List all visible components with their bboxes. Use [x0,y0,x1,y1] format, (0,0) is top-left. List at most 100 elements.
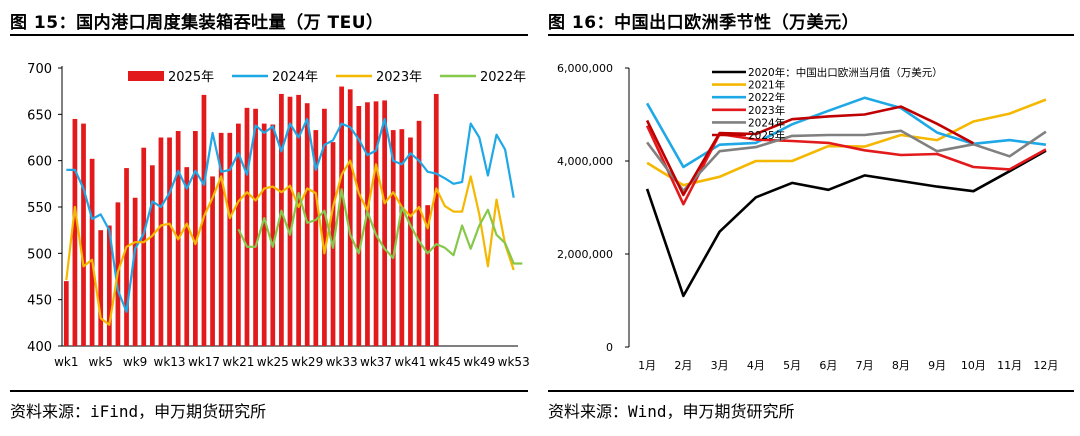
left-y-tick-label: 700 [27,62,52,77]
bar-2025-wk29 [304,103,310,346]
bar-2025-wk33 [339,86,344,347]
left-x-tick-label: wk29 [291,355,323,369]
bar-2025-wk30 [313,130,319,346]
bar-2025-wk37 [373,101,379,346]
left-y-tick-label: 650 [27,108,52,123]
left-y-tick-label: 500 [27,247,52,262]
left-x-tick-label: wk9 [123,355,147,369]
bar-2025-wk34 [347,89,353,347]
bar-2025-wk38 [382,100,388,346]
legend-label-2021年: 2021年 [748,79,785,92]
left-x-tick-label: wk5 [89,355,113,369]
left-x-tick-label: wk21 [222,355,254,369]
bar-2025-wk35 [356,105,362,346]
line-2024年 [66,117,515,313]
right-y-tick-label: 4,000,000 [557,155,613,168]
right-x-tick-label: 7月 [856,359,874,372]
right-x-tick-label: 5月 [783,359,801,372]
line-2022年 [237,188,523,265]
left-y-tick-label: 400 [27,340,52,355]
right-y-tick-label: 6,000,000 [557,62,613,75]
line-2025年 [645,105,975,197]
legend-label-2025年: 2025年 [748,129,785,142]
right-source-note: 资料来源：Wind，申万期货研究所 [548,402,795,421]
left-x-tick-label: wk53 [498,355,530,369]
left-x-tick-label: wk41 [394,355,426,369]
right-x-tick-label: 10月 [961,359,986,372]
legend-label-2022年: 2022年 [748,91,785,104]
right-source-rule [548,390,1074,392]
left-x-tick-label: wk13 [154,355,186,369]
bar-2025-wk2 [72,118,78,346]
bar-2025-wk6 [106,225,112,346]
bar-2025-wk28 [296,94,301,346]
right-x-tick-label: 12月 [1033,359,1058,372]
bar-2025-wk40 [399,129,405,346]
bar-2025-wk9 [132,197,138,346]
bar-2025-wk36 [365,102,370,346]
legend-swatch-2025 [128,71,164,81]
right-title-rule [548,34,1074,36]
bar-2025-wk27 [287,96,293,346]
right-x-tick-label: 9月 [928,359,946,372]
line-2024年 [646,129,1047,193]
bar-2025-wk16 [192,131,198,346]
right-x-tick-label: 6月 [819,359,837,372]
left-x-tick-label: wk37 [360,355,392,369]
bar-2025-wk17 [201,94,207,346]
left-x-tick-label: wk25 [257,355,289,369]
bar-2025-wk3 [81,123,86,346]
bar-2025-wk44 [433,93,439,347]
export-europe-chart: 0 2,000,000 4,000,000 6,000,000 1月 2月 3月 4月 5月 6月… [557,62,1058,372]
right-chart-title: 图 16：中国出口欧洲季节性（万美元） [548,13,860,33]
bar-2025-wk22 [244,107,250,346]
legend-label-2023年: 2023年 [376,70,422,85]
bar-2025-wk31 [322,108,327,346]
bar-2025-wk23 [253,108,258,346]
left-y-tick-label: 600 [27,155,52,170]
left-x-tick-label: wk33 [326,355,358,369]
right-y-tick-label: 0 [606,341,613,354]
right-x-tick-label: 11月 [997,359,1022,372]
left-chart-title: 图 15：国内港口周度集装箱吞吐量（万 TEU） [10,13,384,33]
right-x-tick-label: 1月 [638,359,656,372]
line-2020年 [645,149,1047,298]
legend-label-2023年: 2023年 [748,104,785,117]
bar-2025-wk10 [141,147,147,346]
bar-2025-wk43 [425,205,431,346]
right-x-tick-label: 4月 [747,359,765,372]
left-source-note: 资料来源：iFind，申万期货研究所 [10,402,267,421]
left-title-rule [10,34,528,36]
left-x-tick-label: wk17 [188,355,220,369]
bar-2025-wk21 [236,123,241,346]
bar-2025-wk39 [390,130,396,346]
bar-2025-wk15 [184,167,190,346]
right-x-tick-label: 8月 [892,359,910,372]
bar-2025-wk26 [279,93,284,347]
bar-2025-wk41 [408,137,413,346]
legend-label-2024年: 2024年 [272,70,318,85]
bar-2025-wk42 [416,120,422,346]
bar-2025-wk19 [218,132,224,346]
bar-2025-wk4 [89,158,95,346]
line-2023年 [65,159,515,326]
left-x-tick-label: wk49 [463,355,495,369]
bar-2025-wk24 [261,123,267,346]
legend-label-2025年: 2025年 [168,70,214,85]
legend-label-2022年: 2022年 [480,70,526,85]
bar-2025-wk18 [210,176,215,346]
legend-label-2024年: 2024年 [748,116,785,129]
legend-label-2020年: 2020年：中国出口欧洲当月值（万美元） [748,66,943,79]
bar-2025-wk8 [124,168,129,346]
bar-2025-wk1 [63,281,69,346]
left-x-tick-label: wk1 [54,355,78,369]
bar-2025-wk13 [167,137,172,346]
left-source-rule [10,390,528,392]
left-y-tick-label: 550 [27,201,52,216]
right-x-tick-label: 2月 [674,359,692,372]
right-x-tick-label: 3月 [711,359,729,372]
bar-2025-wk20 [227,132,233,346]
right-y-tick-label: 2,000,000 [557,248,613,261]
